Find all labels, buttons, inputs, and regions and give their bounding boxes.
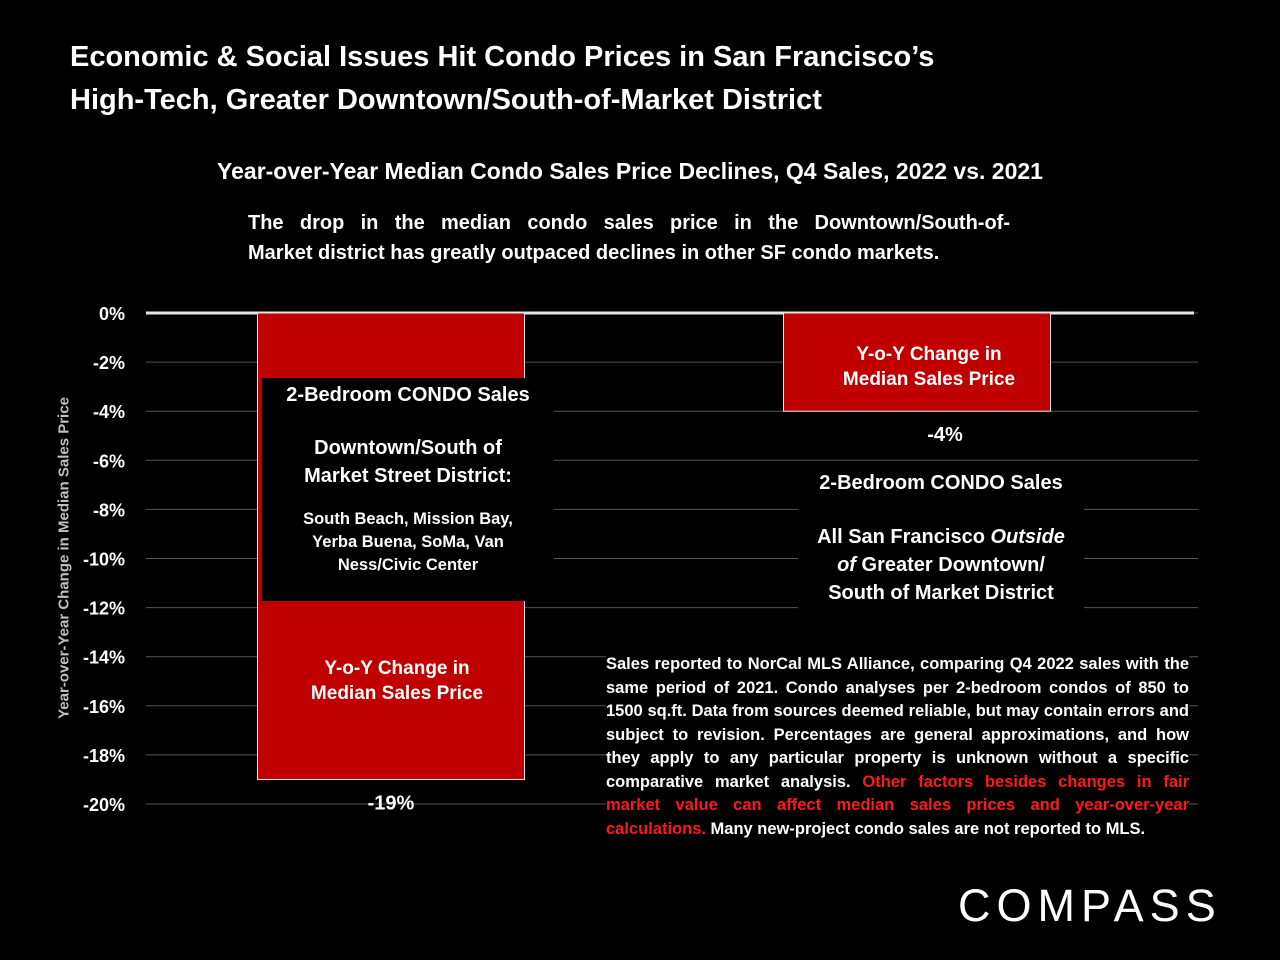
chart-description: The drop in the median condo sales price… [248, 208, 1010, 268]
y-axis-label: Year-over-Year Change in Median Sales Pr… [55, 397, 73, 719]
bar1-district-line2: Market Street District: [304, 465, 512, 487]
bar1-inside-label-line1: Y-o-Y Change in [324, 658, 470, 679]
data-label-2: -4% [927, 424, 963, 446]
bar1-inside-label: Y-o-Y Change in Median Sales Price [274, 656, 520, 706]
bar2-annotation: 2-Bedroom CONDO Sales All San Francisco … [798, 468, 1084, 618]
page-title: Economic & Social Issues Hit Condo Price… [70, 36, 1070, 122]
bar2-line2-b: Greater Downtown/ [855, 554, 1045, 576]
bar1-annotation: 2-Bedroom CONDO Sales Downtown/South of … [262, 378, 554, 601]
y-tick-label: -6% [93, 451, 125, 471]
title-line-1: Economic & Social Issues Hit Condo Price… [70, 41, 935, 73]
y-tick-label: -10% [83, 550, 125, 570]
y-tick-label: -12% [83, 599, 125, 619]
bar2-line2-a: of [837, 554, 856, 576]
y-tick-label: -4% [93, 402, 125, 422]
bar-2 [783, 312, 1051, 412]
bar1-neighborhoods-line1: South Beach, Mission Bay, [303, 510, 513, 528]
data-labels: -19% -4% [368, 424, 963, 814]
bar1-district-line1: Downtown/South of [314, 437, 502, 459]
data-label-1: -19% [368, 792, 415, 814]
bar2-line1-a: All San Francisco [817, 526, 991, 548]
footnote: Sales reported to NorCal MLS Alliance, c… [606, 653, 1189, 841]
y-tick-label: -16% [83, 697, 125, 717]
bar2-line3: South of Market District [828, 582, 1054, 604]
bar1-inside-label-line2: Median Sales Price [310, 683, 484, 704]
bar1-neighborhoods-line3: Ness/Civic Center [337, 556, 479, 574]
bar2-line2: of Greater Downtown/ [798, 551, 1084, 579]
y-tick-label: 0% [99, 304, 125, 324]
footnote-text-2: Many new-project condo sales are not rep… [705, 819, 1146, 838]
bar2-inside-label-line1: Y-o-Y Change in [856, 344, 1002, 365]
footnote-text-1: Sales reported to NorCal MLS Alliance, c… [606, 655, 1189, 791]
bar2-line1: All San Francisco Outside [798, 523, 1084, 551]
y-tick-label: -8% [93, 500, 125, 520]
bar2-line1-b: Outside [990, 526, 1065, 548]
bar1-neighborhoods-line2: Yerba Buena, SoMa, Van [312, 533, 504, 551]
y-tick-label: -18% [83, 746, 125, 766]
chart-title: Year-over-Year Median Condo Sales Price … [217, 158, 1043, 184]
compass-logo: COMPASS [958, 880, 1222, 931]
y-tick-label: -2% [93, 353, 125, 373]
description-line-1: The drop in the median condo sales price… [248, 212, 1010, 234]
y-axis-ticks: 0% -2% -4% -6% -8% -10% -12% -14% -16% -18% -20% [83, 304, 125, 815]
footnote-text-red: Other factors besides changes in fair ma… [606, 772, 1189, 838]
bar2-inside-label: Y-o-Y Change in Median Sales Price [801, 342, 1057, 392]
description-line-2: Market district has greatly outpaced dec… [248, 242, 940, 264]
bar2-inside-label-line2: Median Sales Price [842, 369, 1016, 390]
bar2-heading: 2-Bedroom CONDO Sales [819, 472, 1063, 494]
title-line-2: High-Tech, Greater Downtown/South-of-Mar… [70, 84, 822, 116]
y-tick-label: -20% [83, 795, 125, 815]
y-tick-label: -14% [83, 648, 125, 668]
bar1-heading: 2-Bedroom CONDO Sales [286, 384, 530, 406]
